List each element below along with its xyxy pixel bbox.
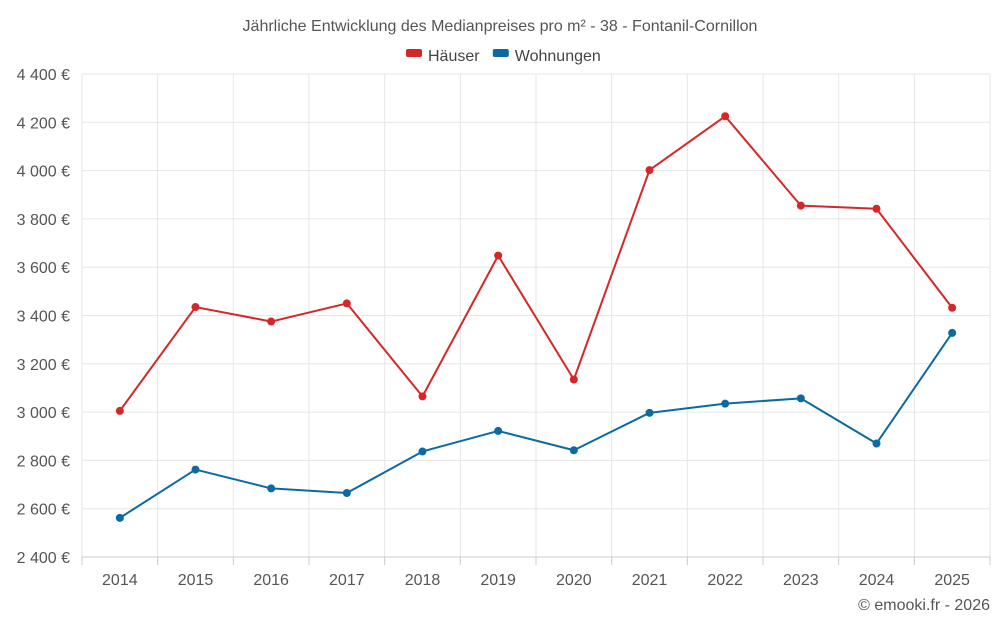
x-axis-ticks: 2014 2015 2016 2017 2018 2019 2020 2021 2022 2023… xyxy=(102,572,970,589)
data-point-wohnungen-2023[interactable] xyxy=(796,394,805,403)
data-point-haeuser-2023[interactable] xyxy=(796,201,805,210)
data-point-haeuser-2024[interactable] xyxy=(872,204,881,213)
x-tick-label: 2018 xyxy=(405,572,441,589)
data-point-haeuser-2019[interactable] xyxy=(494,251,503,260)
data-point-wohnungen-2021[interactable] xyxy=(645,408,654,417)
data-point-wohnungen-2019[interactable] xyxy=(494,426,503,435)
x-tick-label: 2025 xyxy=(934,572,970,589)
data-point-wohnungen-2025[interactable] xyxy=(948,328,957,337)
x-tick-label: 2021 xyxy=(632,572,668,589)
y-tick-label: 2 400 € xyxy=(17,550,70,567)
y-tick-label: 4 200 € xyxy=(17,115,70,132)
x-tick-label: 2024 xyxy=(859,572,895,589)
y-tick-label: 3 600 € xyxy=(17,260,70,277)
y-tick-label: 3 000 € xyxy=(17,405,70,422)
series-markers xyxy=(115,112,957,522)
copyright-credit: © emooki.fr - 2026 xyxy=(858,597,990,614)
data-point-wohnungen-2016[interactable] xyxy=(267,484,276,493)
data-point-wohnungen-2015[interactable] xyxy=(191,465,200,474)
data-point-wohnungen-2022[interactable] xyxy=(721,399,730,408)
grid-lines xyxy=(81,73,991,565)
x-tick-label: 2022 xyxy=(707,572,743,589)
y-tick-label: 3 800 € xyxy=(17,212,70,229)
y-tick-label: 4 000 € xyxy=(17,164,70,181)
y-tick-label: 2 800 € xyxy=(17,453,70,470)
legend-swatch-wohnungen[interactable] xyxy=(492,49,509,57)
data-point-haeuser-2016[interactable] xyxy=(267,317,276,326)
y-tick-label: 3 200 € xyxy=(17,357,70,374)
legend-swatch-haeuser[interactable] xyxy=(406,49,422,57)
series-lines xyxy=(119,115,953,519)
series-line-wohnungen xyxy=(119,332,953,519)
x-tick-label: 2019 xyxy=(480,572,516,589)
data-point-haeuser-2022[interactable] xyxy=(721,112,730,121)
data-point-haeuser-2021[interactable] xyxy=(645,166,654,175)
x-tick-label: 2015 xyxy=(178,572,214,589)
chart-title: Jährliche Entwicklung des Medianpreises … xyxy=(243,18,758,35)
x-tick-label: 2016 xyxy=(253,572,289,589)
data-point-haeuser-2014[interactable] xyxy=(115,406,124,415)
data-point-wohnungen-2024[interactable] xyxy=(872,439,881,448)
data-point-wohnungen-2017[interactable] xyxy=(342,489,351,498)
series-line-haeuser xyxy=(119,115,953,412)
x-tick-label: 2017 xyxy=(329,572,365,589)
y-axis-ticks: 2 400 € 2 600 € 2 800 € 3 000 € 3 200 € 3 400… xyxy=(17,67,70,567)
data-point-wohnungen-2014[interactable] xyxy=(115,513,124,522)
data-point-haeuser-2015[interactable] xyxy=(191,303,200,312)
x-tick-label: 2023 xyxy=(783,572,819,589)
x-tick-label: 2020 xyxy=(556,572,592,589)
chart-legend: Häuser Wohnungen xyxy=(406,48,601,65)
y-tick-label: 2 600 € xyxy=(17,502,70,519)
y-tick-label: 3 400 € xyxy=(17,309,70,326)
data-point-wohnungen-2018[interactable] xyxy=(418,447,427,456)
legend-label-wohnungen[interactable]: Wohnungen xyxy=(515,48,601,65)
x-tick-label: 2014 xyxy=(102,572,138,589)
data-point-haeuser-2025[interactable] xyxy=(948,303,957,312)
data-point-wohnungen-2020[interactable] xyxy=(569,446,578,455)
data-point-haeuser-2020[interactable] xyxy=(569,375,578,384)
data-point-haeuser-2018[interactable] xyxy=(418,392,427,401)
y-tick-label: 4 400 € xyxy=(17,67,70,84)
legend-label-haeuser[interactable]: Häuser xyxy=(428,48,480,65)
data-point-haeuser-2017[interactable] xyxy=(342,299,351,308)
